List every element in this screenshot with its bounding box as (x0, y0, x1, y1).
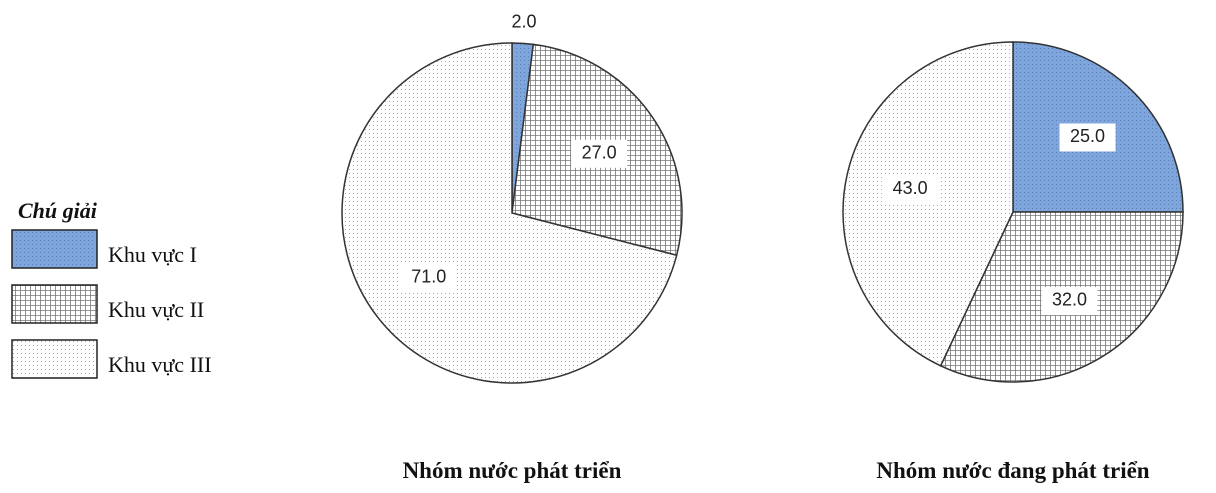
data-label: 27.0 (582, 143, 617, 163)
label-background (1059, 123, 1116, 152)
data-label: 25.0 (1070, 126, 1105, 146)
legend-label: Khu vực III (108, 352, 212, 377)
legend-swatch (11, 284, 98, 324)
chart-title: Nhóm nước phát triển (403, 458, 622, 483)
chart-title: Nhóm nước đang phát triển (876, 458, 1149, 483)
legend-label: Khu vực II (108, 297, 204, 322)
data-label: 43.0 (893, 178, 928, 198)
pie-slice (341, 42, 678, 384)
legend-swatch (11, 229, 98, 269)
label-background (400, 263, 457, 292)
label-background (1041, 286, 1098, 315)
data-label: 32.0 (1052, 290, 1087, 310)
legend-swatch (11, 339, 98, 379)
legend-label: Khu vực I (108, 242, 197, 267)
data-label: 2.0 (511, 12, 536, 32)
label-background (882, 175, 939, 204)
legend-title: Chú giải (18, 198, 98, 223)
data-label: 71.0 (411, 266, 446, 286)
pie-slice (842, 41, 1014, 367)
label-background (571, 139, 628, 168)
